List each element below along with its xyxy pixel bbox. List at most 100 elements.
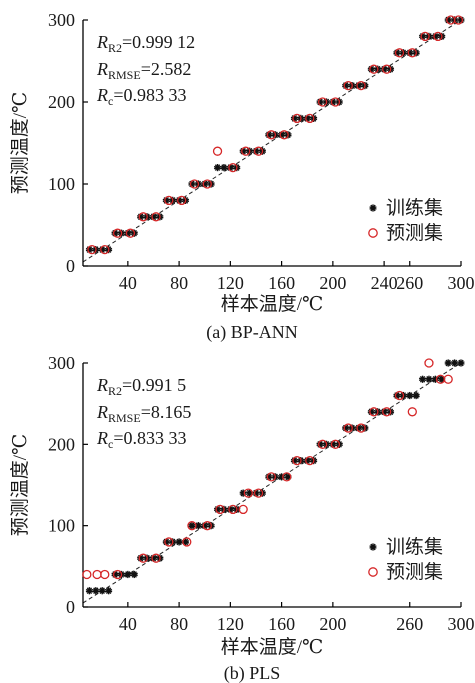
test-point — [241, 146, 251, 156]
test-point — [92, 569, 102, 580]
stat-symbol: R — [96, 428, 108, 448]
test-point — [202, 521, 212, 531]
stat-value: =0.991 5 — [122, 375, 186, 395]
asterisk-stroke — [444, 18, 452, 22]
y-tick-label: 100 — [48, 174, 75, 194]
reference-line — [82, 19, 462, 263]
test-point — [266, 472, 277, 482]
stat-rmse: RRMSE=8.165 — [96, 402, 191, 425]
test-point — [100, 569, 110, 580]
test-point — [202, 179, 212, 189]
asterisk-stroke — [188, 523, 196, 528]
test-point — [182, 537, 192, 547]
asterisk-stroke — [104, 588, 113, 593]
asterisk-stroke — [329, 100, 337, 104]
asterisk-stroke — [149, 556, 158, 560]
test-point — [305, 113, 315, 124]
asterisk-stroke — [342, 426, 350, 430]
asterisk-stroke — [98, 247, 106, 252]
legend-label: 训练集 — [386, 536, 443, 558]
train-point — [175, 538, 183, 546]
train-point — [92, 587, 100, 595]
test-point — [125, 228, 136, 238]
stat-rmse: RRMSE=2.582 — [96, 59, 191, 82]
test-point — [253, 146, 264, 156]
asterisk-stroke — [457, 361, 465, 365]
asterisk-stroke — [239, 149, 247, 153]
asterisk-stroke — [201, 182, 209, 186]
test-point — [453, 15, 464, 25]
stat-c: Rc=0.983 33 — [96, 85, 186, 108]
asterisk-stroke — [369, 545, 377, 549]
test-point — [87, 244, 97, 255]
x-tick-label: 120 — [217, 273, 244, 293]
asterisk-stroke — [124, 231, 132, 235]
asterisk-stroke — [92, 588, 100, 593]
test-point — [151, 212, 161, 222]
train-point — [85, 587, 94, 595]
train-point — [444, 359, 452, 367]
asterisk-stroke — [220, 165, 228, 170]
test-point — [330, 439, 341, 449]
train-point — [450, 359, 459, 367]
test-point — [317, 439, 328, 449]
test-point — [356, 423, 366, 433]
y-tick-label: 300 — [48, 353, 75, 373]
x-tick-label: 40 — [119, 614, 137, 634]
asterisk-stroke — [457, 18, 465, 22]
x-tick-label: 160 — [268, 614, 295, 634]
test-point — [443, 374, 453, 384]
train-point — [406, 391, 414, 400]
asterisk-stroke — [303, 458, 311, 463]
test-point — [382, 407, 392, 417]
asterisk-stroke — [393, 51, 401, 55]
test-point — [82, 569, 92, 580]
test-point — [433, 31, 443, 42]
y-tick-label: 0 — [66, 256, 75, 276]
test-point — [394, 48, 405, 58]
train-point — [380, 65, 388, 73]
stat-symbol: R — [96, 59, 108, 79]
x-tick-label: 80 — [170, 273, 188, 293]
stat-subscript: RMSE — [108, 68, 141, 82]
test-point — [212, 146, 223, 156]
asterisk-stroke — [316, 100, 324, 104]
test-point — [292, 455, 302, 466]
asterisk-stroke — [130, 572, 138, 577]
stat-subscript: RMSE — [108, 411, 141, 425]
asterisk-stroke — [265, 133, 273, 137]
train-point — [124, 570, 132, 579]
test-point — [356, 80, 366, 91]
x-tick-label: 160 — [268, 273, 295, 293]
test-point — [420, 31, 430, 42]
asterisk-stroke — [111, 572, 119, 577]
stat-symbol: R — [96, 85, 108, 105]
test-point — [317, 97, 328, 107]
asterisk-stroke — [252, 491, 260, 495]
test-point — [279, 130, 289, 140]
train-point — [457, 359, 465, 367]
x-tick-label: 80 — [170, 614, 188, 634]
asterisk-stroke — [265, 475, 273, 479]
asterisk-stroke — [239, 491, 247, 495]
test-point — [407, 407, 417, 417]
stat-subscript: c — [108, 94, 113, 108]
asterisk-stroke — [175, 540, 183, 544]
stat-subscript: c — [108, 437, 113, 451]
stat-subscript: R2 — [108, 384, 122, 398]
asterisk-stroke — [226, 507, 234, 512]
test-point — [253, 488, 264, 498]
test-point — [266, 130, 277, 140]
asterisk-stroke — [354, 83, 363, 88]
train-point — [418, 375, 427, 383]
x-tick-label: 40 — [119, 273, 137, 293]
asterisk-stroke — [303, 116, 311, 121]
test-point — [164, 195, 174, 206]
test-point — [228, 504, 238, 515]
stat-c: Rc=0.833 33 — [96, 428, 186, 451]
stat-value: =0.833 33 — [113, 428, 186, 448]
test-point — [292, 113, 302, 124]
train-point — [284, 473, 292, 481]
asterisk-stroke — [431, 34, 440, 39]
